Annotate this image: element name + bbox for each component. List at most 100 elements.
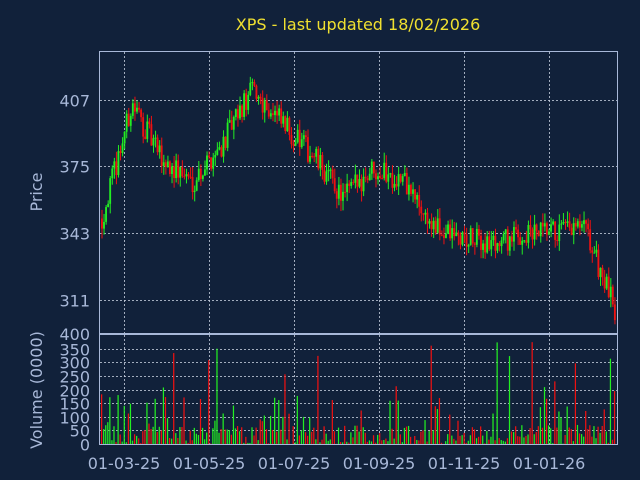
price-candle — [214, 154, 217, 158]
volume-y-tick: 0 — [80, 436, 90, 455]
price-candle — [442, 235, 445, 238]
price-candle — [195, 180, 198, 191]
price-candle — [344, 191, 346, 193]
volume-bar — [360, 410, 362, 444]
price-candle — [461, 232, 464, 245]
volume-bar — [566, 406, 568, 444]
volume-bar — [414, 436, 416, 444]
volume-bar — [162, 387, 165, 444]
volume-bar — [591, 436, 593, 444]
price-candle — [603, 277, 606, 289]
volume-bar — [521, 425, 523, 444]
volume-bar — [475, 438, 478, 444]
price-candle — [243, 93, 245, 117]
volume-bar — [362, 427, 364, 444]
price-candle — [158, 145, 161, 153]
volume-bar — [496, 342, 498, 444]
volume-bar — [381, 440, 383, 444]
price-candle — [372, 161, 375, 174]
volume-bar — [461, 435, 463, 444]
volume-bar — [480, 426, 482, 444]
volume-bar — [370, 441, 373, 444]
price-candle — [313, 156, 316, 158]
volume-bar — [317, 355, 319, 444]
price-candle — [593, 252, 596, 254]
volume-bar — [232, 405, 235, 444]
volume-bar — [249, 442, 251, 444]
volume-bar — [230, 434, 233, 444]
price-candle — [613, 304, 616, 321]
price-candle — [496, 243, 499, 251]
price-candle — [580, 224, 583, 228]
x-tick-label: 01-01-26 — [513, 454, 586, 473]
price-candle — [317, 148, 320, 169]
volume-bar — [492, 413, 494, 444]
volume-bar — [422, 430, 424, 444]
volume-bar — [523, 437, 525, 444]
price-candle — [133, 103, 136, 112]
volume-bar — [426, 441, 428, 444]
price-candle — [156, 137, 159, 153]
price-candle — [346, 183, 348, 193]
volume-bar — [583, 436, 585, 444]
volume-bar — [459, 435, 461, 444]
volume-bar — [490, 436, 492, 444]
price-candle — [521, 240, 524, 245]
volume-bar — [129, 403, 132, 444]
volume-bar — [133, 434, 136, 444]
price-candle — [175, 160, 178, 179]
price-candle — [572, 223, 575, 236]
price-candle — [302, 135, 305, 140]
price-candle — [539, 222, 542, 237]
price-candle — [568, 221, 571, 228]
price-candle — [449, 224, 451, 239]
price-candle — [469, 228, 472, 245]
price-candle — [117, 151, 120, 176]
price-candle — [148, 121, 151, 125]
volume-bar — [529, 428, 531, 444]
price-candle — [362, 176, 365, 192]
volume-bar — [502, 440, 504, 444]
volume-bar — [222, 413, 224, 444]
price-candle — [276, 110, 278, 116]
volume-bar — [346, 441, 348, 444]
volume-bar — [449, 414, 451, 444]
price-candle — [414, 189, 416, 200]
price-candle — [465, 234, 468, 247]
price-candle — [389, 173, 392, 175]
price-candle — [589, 229, 592, 251]
price-candle — [309, 155, 311, 162]
price-candle — [397, 174, 400, 187]
price-candle — [121, 143, 124, 153]
volume-bar — [504, 441, 506, 444]
volume-bar — [453, 438, 455, 444]
price-candle — [545, 223, 548, 235]
price-candle — [597, 249, 600, 277]
price-candle — [234, 109, 237, 117]
volume-bar — [372, 435, 375, 444]
volume-bar — [576, 424, 579, 444]
price-y-tick: 375 — [59, 158, 90, 177]
price-candle — [566, 221, 569, 223]
x-tick-label: 01-07-25 — [258, 454, 331, 473]
price-candle — [259, 96, 262, 99]
volume-bar — [140, 443, 142, 444]
price-candle — [477, 228, 480, 236]
price-candle — [241, 105, 243, 117]
price-candle — [471, 228, 474, 244]
volume-bar — [465, 442, 467, 444]
price-candle — [422, 213, 425, 215]
price-candle — [300, 139, 303, 148]
x-tick-label: 01-05-25 — [173, 454, 246, 473]
price-candle — [368, 173, 371, 181]
volume-bar — [486, 430, 488, 444]
price-candle — [595, 249, 598, 253]
volume-bar — [150, 428, 152, 444]
price-candle — [550, 224, 552, 232]
price-candle — [146, 121, 149, 139]
price-candle — [426, 212, 429, 224]
price-candle — [185, 174, 188, 177]
volume-bar — [354, 425, 356, 444]
volume-bar — [117, 395, 119, 444]
